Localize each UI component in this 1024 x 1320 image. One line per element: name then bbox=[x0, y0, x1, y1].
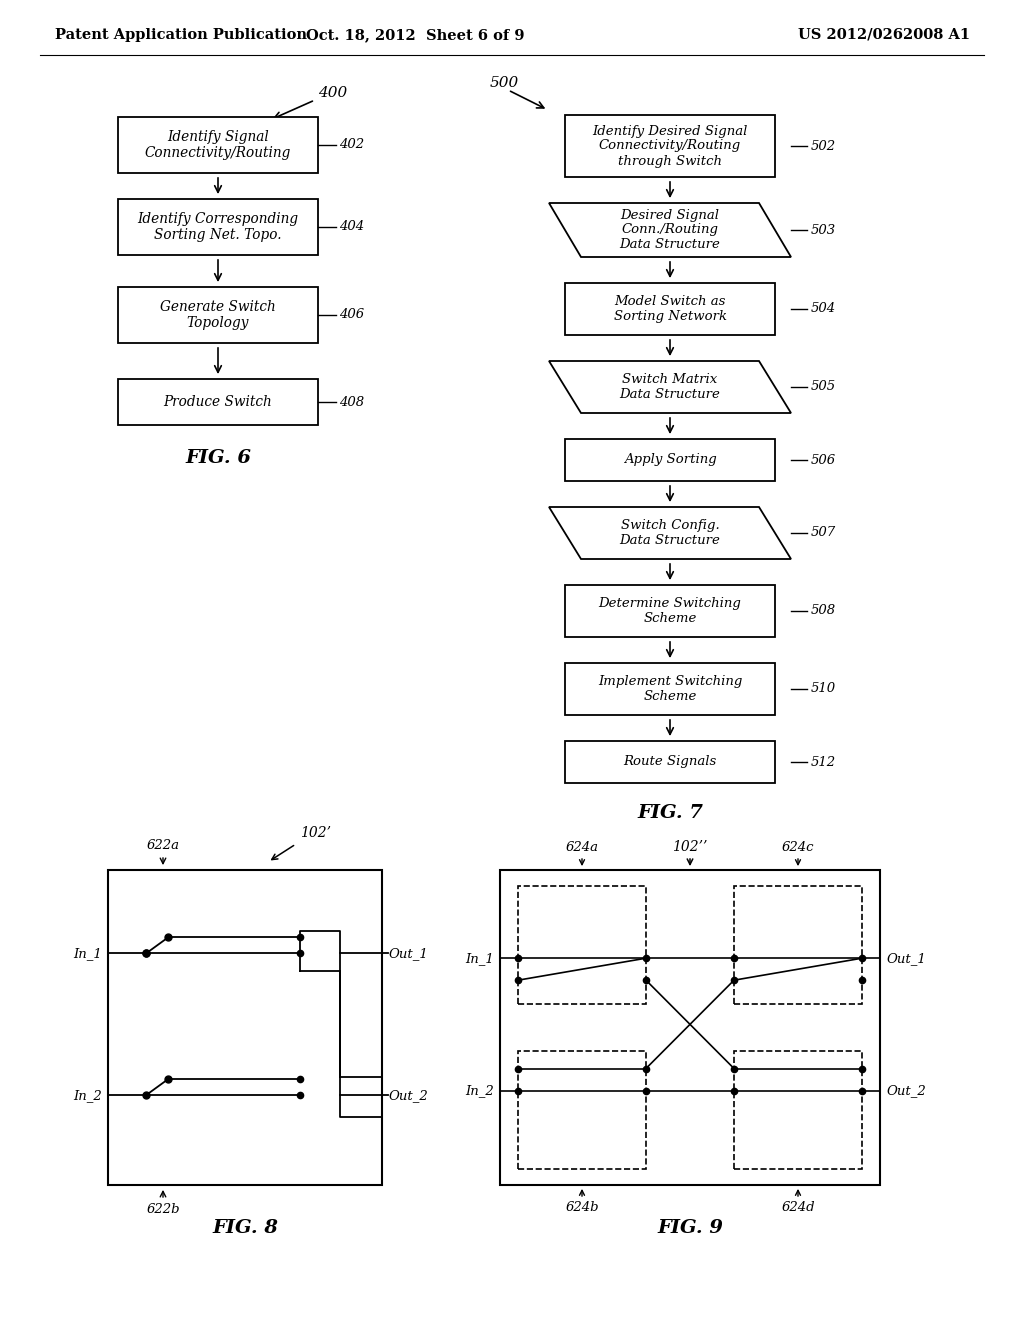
Text: 624d: 624d bbox=[781, 1201, 815, 1214]
Text: Route Signals: Route Signals bbox=[624, 755, 717, 768]
Text: 408: 408 bbox=[339, 396, 365, 408]
Text: 624b: 624b bbox=[565, 1201, 599, 1214]
Bar bbox=[565, 115, 775, 177]
Polygon shape bbox=[549, 203, 791, 257]
Polygon shape bbox=[549, 507, 791, 558]
Text: 504: 504 bbox=[811, 302, 837, 315]
Bar bbox=[565, 585, 775, 638]
Bar bbox=[118, 117, 318, 173]
Text: In_2: In_2 bbox=[465, 1084, 494, 1097]
Bar bbox=[118, 379, 318, 425]
Bar bbox=[734, 886, 862, 1005]
Bar bbox=[565, 282, 775, 335]
Text: Generate Switch
Topology: Generate Switch Topology bbox=[160, 300, 275, 330]
Text: US 2012/0262008 A1: US 2012/0262008 A1 bbox=[798, 28, 970, 42]
Text: Implement Switching
Scheme: Implement Switching Scheme bbox=[598, 675, 742, 704]
Text: 404: 404 bbox=[339, 220, 365, 234]
Text: 505: 505 bbox=[811, 380, 837, 393]
Text: 506: 506 bbox=[811, 454, 837, 466]
Text: FIG. 8: FIG. 8 bbox=[212, 1218, 278, 1237]
Text: 507: 507 bbox=[811, 527, 837, 540]
Text: In_1: In_1 bbox=[465, 952, 494, 965]
Text: 508: 508 bbox=[811, 605, 837, 618]
Text: 622b: 622b bbox=[146, 1203, 180, 1216]
Text: Oct. 18, 2012  Sheet 6 of 9: Oct. 18, 2012 Sheet 6 of 9 bbox=[306, 28, 524, 42]
Text: Switch Config.
Data Structure: Switch Config. Data Structure bbox=[620, 519, 721, 546]
Text: Model Switch as
Sorting Network: Model Switch as Sorting Network bbox=[613, 294, 726, 323]
Text: 503: 503 bbox=[811, 223, 837, 236]
Bar bbox=[118, 286, 318, 343]
Text: 406: 406 bbox=[339, 309, 365, 322]
Text: Identify Corresponding
Sorting Net. Topo.: Identify Corresponding Sorting Net. Topo… bbox=[137, 213, 299, 242]
Text: 622a: 622a bbox=[146, 840, 179, 851]
Bar bbox=[108, 870, 382, 1185]
Polygon shape bbox=[549, 360, 791, 413]
Text: Desired Signal
Conn./Routing
Data Structure: Desired Signal Conn./Routing Data Struct… bbox=[620, 209, 721, 252]
Text: Out_2: Out_2 bbox=[388, 1089, 428, 1102]
Bar bbox=[518, 886, 646, 1005]
Text: Patent Application Publication: Patent Application Publication bbox=[55, 28, 307, 42]
Text: Switch Matrix
Data Structure: Switch Matrix Data Structure bbox=[620, 374, 721, 401]
Text: FIG. 9: FIG. 9 bbox=[657, 1218, 723, 1237]
Text: 402: 402 bbox=[339, 139, 365, 152]
Text: Identify Signal
Connectivity/Routing: Identify Signal Connectivity/Routing bbox=[144, 129, 291, 160]
Text: Determine Switching
Scheme: Determine Switching Scheme bbox=[599, 597, 741, 624]
Text: In_1: In_1 bbox=[74, 946, 102, 960]
Bar bbox=[118, 199, 318, 255]
Bar bbox=[565, 440, 775, 480]
Text: FIG. 6: FIG. 6 bbox=[185, 449, 251, 467]
Text: Out_1: Out_1 bbox=[886, 952, 926, 965]
Bar bbox=[734, 1051, 862, 1170]
Text: 512: 512 bbox=[811, 755, 837, 768]
Text: 500: 500 bbox=[490, 77, 519, 90]
Bar bbox=[518, 1051, 646, 1170]
Text: FIG. 7: FIG. 7 bbox=[637, 804, 703, 822]
Bar bbox=[565, 741, 775, 783]
Text: Out_2: Out_2 bbox=[886, 1084, 926, 1097]
Text: 400: 400 bbox=[318, 86, 347, 100]
Text: In_2: In_2 bbox=[74, 1089, 102, 1102]
Text: 502: 502 bbox=[811, 140, 837, 153]
Bar bbox=[500, 870, 880, 1185]
Text: Produce Switch: Produce Switch bbox=[164, 395, 272, 409]
Text: Out_1: Out_1 bbox=[388, 946, 428, 960]
Text: 510: 510 bbox=[811, 682, 837, 696]
Bar bbox=[565, 663, 775, 715]
Text: 102’’: 102’’ bbox=[673, 840, 708, 854]
Text: 624c: 624c bbox=[781, 841, 814, 854]
Text: 102’: 102’ bbox=[300, 826, 331, 840]
Text: Apply Sorting: Apply Sorting bbox=[624, 454, 717, 466]
Text: Identify Desired Signal
Connectivity/Routing
through Switch: Identify Desired Signal Connectivity/Rou… bbox=[592, 124, 748, 168]
Text: 624a: 624a bbox=[565, 841, 598, 854]
